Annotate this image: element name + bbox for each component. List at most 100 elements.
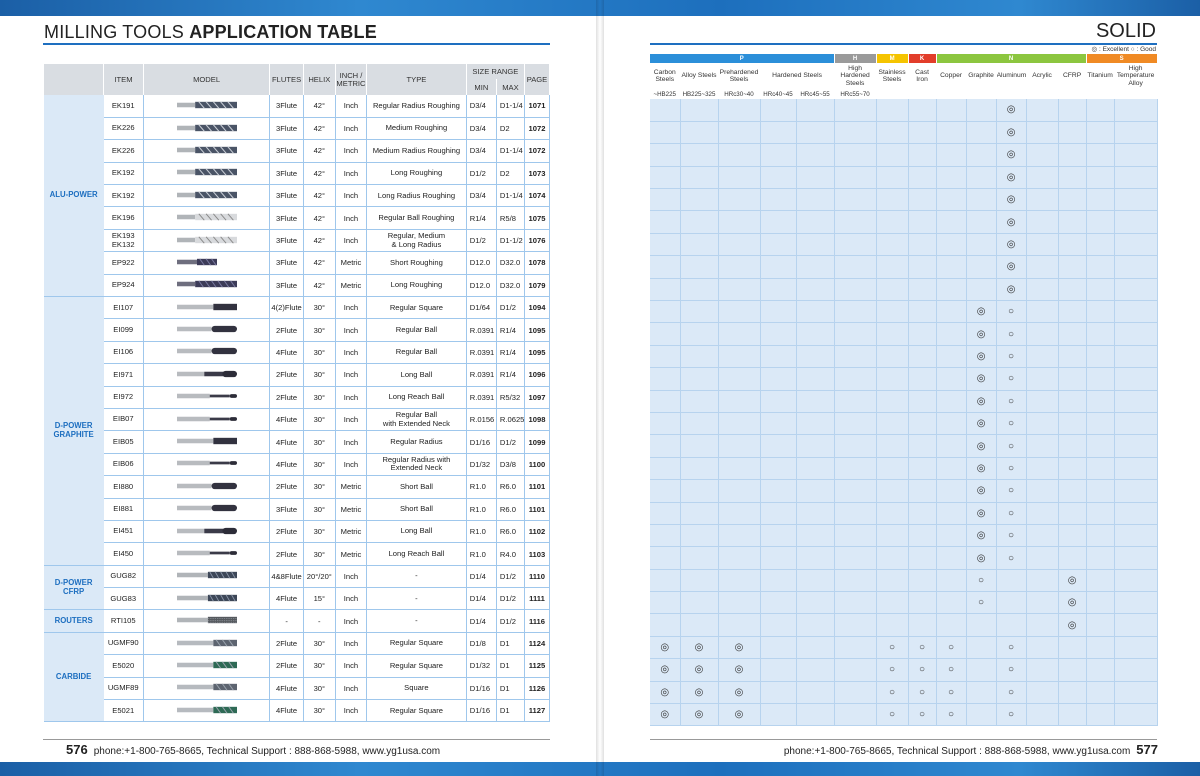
rating-cell	[834, 434, 877, 458]
rating-cell: ◎	[996, 166, 1027, 190]
rating-cell	[760, 188, 797, 212]
cell-flutes: 3Flute	[269, 274, 304, 298]
cell-size-max: D1/2	[496, 587, 525, 611]
cell-size-min: R.0391	[466, 341, 497, 365]
rating-cell	[760, 121, 797, 145]
rating-cell	[834, 99, 877, 122]
rating-cell	[908, 322, 937, 346]
cell-type: Regular Ball Roughing	[366, 206, 467, 230]
cell-type: Square	[366, 677, 467, 701]
rating-cell: ○	[996, 703, 1027, 727]
rating-cell: ◎	[1058, 613, 1087, 637]
cell-model-image	[143, 363, 271, 387]
cell-model-image	[143, 408, 271, 432]
rating-cell	[834, 322, 877, 346]
rating-cell	[1086, 591, 1115, 615]
cell-size-min: D1/2	[466, 229, 497, 253]
rating-cell	[908, 166, 937, 190]
rating-cell	[1086, 390, 1115, 413]
material-header: Carbon Steels	[650, 63, 681, 89]
rating-cell	[876, 255, 909, 279]
cell-type: Short Roughing	[366, 251, 467, 275]
rating-cell	[966, 636, 997, 660]
hardness-label: ~HB225	[650, 89, 681, 99]
cell-model-image	[143, 139, 271, 163]
rating-cell	[1086, 278, 1115, 302]
table-row: E5021 4Flute 30° Inch Regular Square D1/16 D1 1…	[44, 699, 551, 723]
rating-cell	[650, 479, 681, 503]
rating-cell	[1086, 524, 1115, 548]
rating-cell	[908, 255, 937, 279]
cell-size-min: R1.0	[466, 498, 497, 521]
hardness-label	[1026, 89, 1059, 99]
cell-unit: Inch	[335, 184, 368, 208]
rating-cell	[760, 322, 797, 346]
table-row: EK193 EK132 3Flute 42° Inch Regular, Medium & …	[44, 229, 551, 253]
rating-cell	[680, 524, 719, 548]
rating-cell	[718, 166, 761, 190]
cell-size-max: D32.0	[496, 251, 525, 275]
rating-cell: ○	[966, 591, 997, 615]
rating-cell	[1026, 569, 1059, 593]
cell-item: GUG82	[103, 565, 144, 589]
cell-flutes: 4Flute	[269, 430, 304, 454]
rating-cell	[718, 591, 761, 615]
rating-cell: ◎	[718, 636, 761, 660]
cell-size-min: D1/16	[466, 699, 497, 723]
rating-cell	[680, 345, 719, 369]
cell-size-min: D1/64	[466, 296, 497, 320]
cell-helix: 30°	[303, 318, 336, 342]
table-row: EI451 2Flute 30° Metric Long Ball R1.0 R6.0 110…	[44, 520, 551, 544]
rating-cell	[796, 681, 835, 705]
rating-cell	[650, 502, 681, 525]
rating-cell	[936, 121, 967, 145]
rating-cell	[834, 569, 877, 593]
cell-item: EIB06	[103, 453, 144, 477]
rating-cell	[1086, 479, 1115, 503]
cell-size-min: D1/4	[466, 609, 497, 633]
rating-cell: ◎	[680, 636, 719, 660]
cell-item: UGMF90	[103, 632, 144, 656]
rating-cell	[760, 546, 797, 570]
rating-cell	[1026, 479, 1059, 503]
left-page-title: MILLING TOOLS APPLICATION TABLE	[44, 22, 377, 42]
rating-cell	[1086, 300, 1115, 324]
rating-cell	[760, 166, 797, 190]
rating-row: ◎	[650, 233, 1158, 257]
rating-cell	[1026, 412, 1059, 436]
cell-page: 1095	[524, 318, 551, 342]
cell-flutes: 2Flute	[269, 654, 304, 678]
rating-cell	[1026, 591, 1059, 615]
rating-cell	[936, 457, 967, 481]
cell-helix: 42°	[303, 139, 336, 163]
material-header: Aluminum	[996, 63, 1027, 89]
cell-helix: 15°	[303, 587, 336, 611]
table-row: ALU-POWER EK191 3Flute 42° Inch Regular Radiu…	[43, 95, 551, 298]
material-header: Copper	[936, 63, 967, 89]
cell-flutes: 3Flute	[269, 95, 304, 118]
rating-cell	[876, 143, 909, 167]
rating-cell	[1026, 502, 1059, 525]
rating-cell	[796, 546, 835, 570]
table-row: EI106 4Flute 30° Inch Regular Ball R.0391 R1/4…	[44, 341, 551, 365]
cell-page: 1102	[524, 520, 551, 544]
rating-cell	[834, 390, 877, 413]
cell-page: 1111	[524, 587, 551, 611]
rating-cell: ○	[936, 703, 967, 727]
cell-item: EP924	[103, 274, 144, 298]
rating-cell: ○	[996, 434, 1027, 458]
rating-cell	[1114, 390, 1158, 413]
rating-cell	[718, 524, 761, 548]
rating-cell	[796, 300, 835, 324]
cell-size-min: D1/16	[466, 677, 497, 701]
rating-cell	[1086, 121, 1115, 145]
rating-cell	[796, 434, 835, 458]
rating-row: ◎ ○	[650, 390, 1158, 413]
rating-cell	[796, 210, 835, 234]
cell-page: 1079	[524, 274, 551, 298]
rating-cell	[760, 434, 797, 458]
header-helix: HELIX	[302, 64, 336, 95]
cell-page: 1125	[524, 654, 551, 678]
rating-cell	[760, 457, 797, 481]
cell-unit: Inch	[335, 386, 368, 409]
